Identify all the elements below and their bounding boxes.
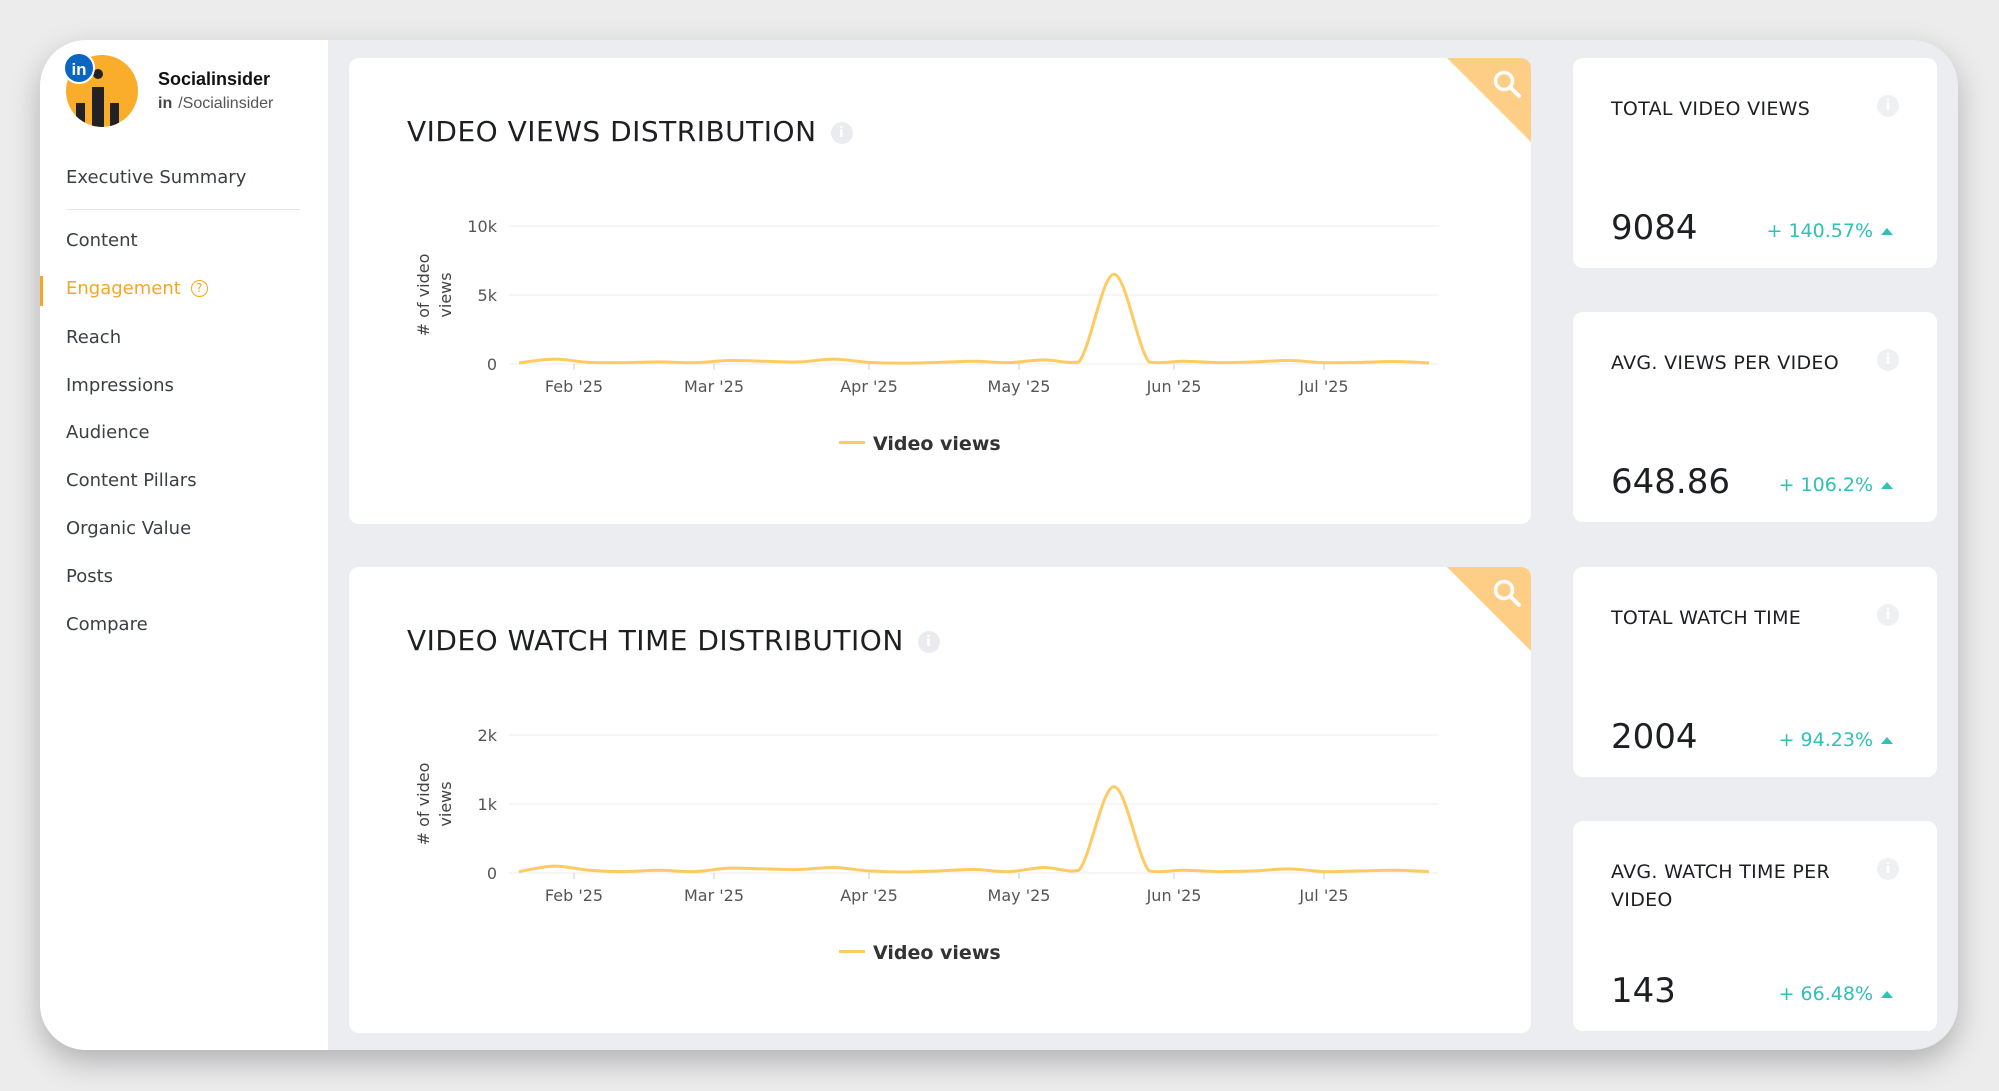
active-nav-marker [40, 276, 43, 306]
profile-handle: in/Socialinsider [158, 95, 273, 113]
kpi-value: 143 [1611, 971, 1676, 1011]
sidebar-item-compare[interactable]: Compare [66, 614, 148, 635]
sidebar-item-impressions[interactable]: Impressions [66, 375, 174, 396]
y-tick-label: 5k [478, 286, 498, 305]
zoom-corner[interactable] [1447, 567, 1531, 651]
info-icon[interactable]: i [1877, 858, 1899, 880]
kpi-value: 648.86 [1611, 462, 1730, 502]
series-line-video-views [518, 272, 1430, 365]
sidebar-item-engagement-label: Engagement [66, 278, 181, 299]
kpi-change: + 140.57% [1766, 220, 1893, 242]
legend-label: Video views [873, 942, 1001, 964]
legend-label: Video views [873, 433, 1001, 455]
kpi-change-text: + 94.23% [1778, 729, 1873, 751]
x-tick-label: Feb '25 [545, 886, 603, 905]
kpi-avg-views-per-video: AVG. VIEWS PER VIDEO i 648.86 + 106.2% [1573, 312, 1937, 522]
info-icon[interactable]: i [917, 631, 940, 653]
kpi-total-video-views: TOTAL VIDEO VIEWS i 9084 + 140.57% [1573, 58, 1937, 268]
help-icon[interactable]: ? [190, 280, 208, 297]
trend-up-icon [1881, 228, 1893, 235]
kpi-change: + 94.23% [1779, 729, 1893, 751]
x-tick-label: Jun '25 [1146, 377, 1202, 396]
y-tick-label: 10k [467, 217, 497, 236]
chart-title-text: VIDEO WATCH TIME DISTRIBUTION [407, 624, 904, 657]
kpi-change-text: + 66.48% [1778, 983, 1873, 1005]
linkedin-small-icon: in [158, 95, 173, 112]
legend-swatch [839, 441, 865, 444]
sidebar-item-executive-summary[interactable]: Executive Summary [66, 167, 247, 188]
y-tick-label: 2k [478, 726, 498, 745]
linkedin-icon: in [63, 52, 95, 84]
trend-up-icon [1881, 991, 1893, 998]
sidebar-item-reach[interactable]: Reach [66, 327, 122, 348]
series-line-video-views [518, 785, 1430, 874]
x-tick-label: Jul '25 [1298, 377, 1348, 396]
kpi-change-text: + 140.57% [1766, 220, 1874, 242]
sidebar-item-posts[interactable]: Posts [66, 566, 114, 587]
trend-up-icon [1881, 737, 1893, 744]
x-tick-label: Mar '25 [684, 377, 744, 396]
chart-legend[interactable]: Video views [839, 942, 1001, 964]
info-icon[interactable]: i [830, 122, 853, 144]
info-icon[interactable]: i [1877, 95, 1899, 117]
chart-title-text: VIDEO VIEWS DISTRIBUTION [407, 115, 817, 148]
kpi-change-text: + 106.2% [1778, 474, 1873, 496]
app-window: in Socialinsider in/Socialinsider Execut… [40, 40, 1958, 1050]
kpi-label: AVG. VIEWS PER VIDEO [1611, 352, 1839, 374]
watch-time-chart-card: VIDEO WATCH TIME DISTRIBUTION i 0 1k 2k # of… [349, 567, 1531, 1033]
trend-up-icon [1881, 482, 1893, 489]
sidebar: in Socialinsider in/Socialinsider Execut… [40, 40, 328, 1050]
kpi-value: 9084 [1611, 208, 1698, 248]
kpi-change: + 66.48% [1779, 983, 1893, 1005]
x-tick-label: Jul '25 [1298, 886, 1348, 905]
x-tick-label: Apr '25 [840, 377, 898, 396]
sidebar-item-audience[interactable]: Audience [66, 422, 150, 443]
watch-time-line-chart: 0 1k 2k # of video views Feb '25 Mar '25 Apr '2… [414, 726, 1439, 905]
video-views-line-chart: 0 5k 10k # of video views Feb '25 Mar '25 Apr '… [414, 217, 1439, 396]
chart-title: VIDEO WATCH TIME DISTRIBUTION i [407, 624, 940, 657]
sidebar-item-content-pillars[interactable]: Content Pillars [66, 470, 197, 491]
profile-handle-text: /Socialinsider [178, 95, 274, 112]
kpi-avg-watch-time-per-video: AVG. WATCH TIME PER VIDEO i 143 + 66.48% [1573, 821, 1937, 1031]
y-axis-title: # of video views [414, 763, 455, 846]
profile-name: Socialinsider [158, 69, 271, 89]
kpi-label: AVG. WATCH TIME PER VIDEO [1611, 861, 1830, 911]
legend-swatch [839, 950, 865, 953]
info-icon[interactable]: i [1877, 604, 1899, 626]
search-icon[interactable] [1491, 68, 1523, 100]
chart-title: VIDEO VIEWS DISTRIBUTION i [407, 115, 853, 148]
info-icon[interactable]: i [1877, 349, 1899, 371]
sidebar-item-content[interactable]: Content [66, 230, 138, 251]
kpi-label: TOTAL VIDEO VIEWS [1611, 98, 1811, 120]
y-tick-label: 1k [478, 795, 498, 814]
search-icon[interactable] [1491, 577, 1523, 609]
x-tick-label: Apr '25 [840, 886, 898, 905]
nav-divider [66, 209, 300, 210]
profile-header[interactable]: in Socialinsider in/Socialinsider [63, 52, 306, 127]
y-tick-label: 0 [487, 864, 497, 883]
x-tick-label: Mar '25 [684, 886, 744, 905]
kpi-total-watch-time: TOTAL WATCH TIME i 2004 + 94.23% [1573, 567, 1937, 777]
x-tick-label: May '25 [988, 886, 1051, 905]
kpi-change: + 106.2% [1779, 474, 1893, 496]
kpi-label: TOTAL WATCH TIME [1611, 607, 1802, 629]
y-axis-title: # of video views [414, 254, 455, 337]
x-tick-label: Feb '25 [545, 377, 603, 396]
avatar [66, 55, 138, 127]
x-tick-label: May '25 [988, 377, 1051, 396]
y-tick-label: 0 [487, 355, 497, 374]
chart-legend[interactable]: Video views [839, 433, 1001, 455]
video-views-chart-card: VIDEO VIEWS DISTRIBUTION i 0 5k 10k # of vid… [349, 58, 1531, 524]
zoom-corner[interactable] [1447, 58, 1531, 142]
kpi-value: 2004 [1611, 717, 1698, 757]
x-tick-label: Jun '25 [1146, 886, 1202, 905]
sidebar-item-engagement[interactable]: Engagement? [66, 278, 208, 299]
sidebar-item-organic-value[interactable]: Organic Value [66, 518, 192, 539]
